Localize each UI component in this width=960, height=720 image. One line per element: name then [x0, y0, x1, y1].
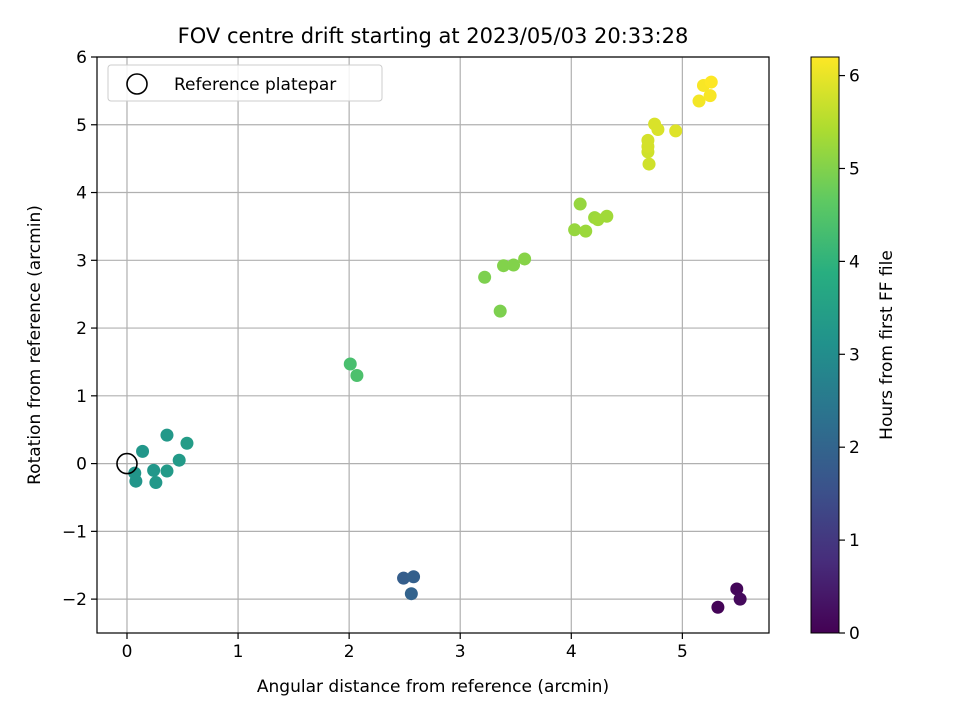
colorbar-tick-label: 3	[849, 345, 860, 365]
x-tick-label: 5	[677, 642, 688, 662]
data-point	[568, 223, 582, 237]
data-point	[172, 453, 186, 467]
x-tick-label: 2	[344, 642, 355, 662]
y-axis-label: Rotation from reference (arcmin)	[25, 205, 45, 485]
data-point	[407, 570, 421, 584]
data-points	[128, 75, 747, 614]
legend-box	[107, 64, 383, 102]
data-point	[404, 587, 418, 601]
y-tick-label: 1	[76, 387, 87, 407]
colorbar-ticks: 0 1 2 3 4 5 6	[839, 67, 860, 644]
colorbar: 0 1 2 3 4 5 6 Hours from first FF file	[810, 56, 897, 644]
data-point	[641, 133, 655, 147]
data-point	[180, 436, 194, 450]
legend-entry-reference-platepar: Reference platepar	[174, 75, 336, 95]
colorbar-tick-label: 0	[849, 624, 860, 644]
data-point	[573, 197, 587, 211]
colorbar-gradient	[810, 56, 840, 634]
data-point	[350, 368, 364, 382]
y-tick-label: −2	[62, 590, 87, 610]
x-tick-label: 1	[233, 642, 244, 662]
y-tick-label: 2	[76, 319, 87, 339]
data-point	[711, 600, 725, 614]
data-point	[651, 123, 665, 137]
data-point	[497, 259, 511, 273]
chart-title: FOV centre drift starting at 2023/05/03 …	[178, 24, 689, 48]
data-point	[160, 428, 174, 442]
data-point	[343, 357, 357, 371]
data-point	[600, 209, 614, 223]
data-point	[160, 464, 174, 478]
data-point	[704, 75, 718, 89]
plot-frame	[96, 56, 770, 634]
colorbar-tick-label: 4	[849, 252, 860, 272]
x-tick-label: 3	[455, 642, 466, 662]
legend-marker	[126, 73, 148, 95]
colorbar-tick-label: 5	[849, 159, 860, 179]
x-axis-ticks: 0 1 2 3 4 5	[122, 633, 688, 662]
colorbar-tick-label: 2	[849, 438, 860, 458]
data-point	[136, 444, 150, 458]
data-point	[579, 224, 593, 238]
data-point	[478, 270, 492, 284]
x-tick-label: 4	[566, 642, 577, 662]
colorbar-tick-label: 1	[849, 531, 860, 551]
y-tick-label: 4	[76, 184, 87, 204]
colorbar-label: Hours from first FF file	[877, 250, 897, 440]
data-point	[730, 582, 744, 596]
grid-lines	[97, 56, 769, 633]
y-tick-label: 6	[76, 48, 87, 68]
x-tick-label: 0	[122, 642, 133, 662]
data-point	[703, 89, 717, 103]
data-point	[692, 94, 706, 108]
data-point	[493, 304, 507, 318]
y-tick-label: −1	[62, 522, 87, 542]
data-point	[129, 474, 143, 488]
y-tick-label: 5	[76, 116, 87, 136]
data-point	[518, 252, 532, 266]
y-tick-label: 3	[76, 251, 87, 271]
data-point	[642, 157, 656, 171]
data-point	[733, 592, 747, 606]
reference-platepar-marker	[116, 452, 138, 475]
data-point	[669, 124, 683, 138]
y-axis-ticks: −2 −1 0 1 2 3 4 5 6	[62, 48, 97, 610]
data-point	[507, 258, 521, 272]
legend: Reference platepar	[107, 64, 383, 102]
data-point	[147, 463, 161, 477]
y-tick-label: 0	[76, 455, 87, 475]
data-point	[397, 571, 411, 585]
x-axis-label: Angular distance from reference (arcmin)	[257, 677, 609, 697]
colorbar-tick-label: 6	[849, 67, 860, 87]
data-point	[149, 476, 163, 490]
